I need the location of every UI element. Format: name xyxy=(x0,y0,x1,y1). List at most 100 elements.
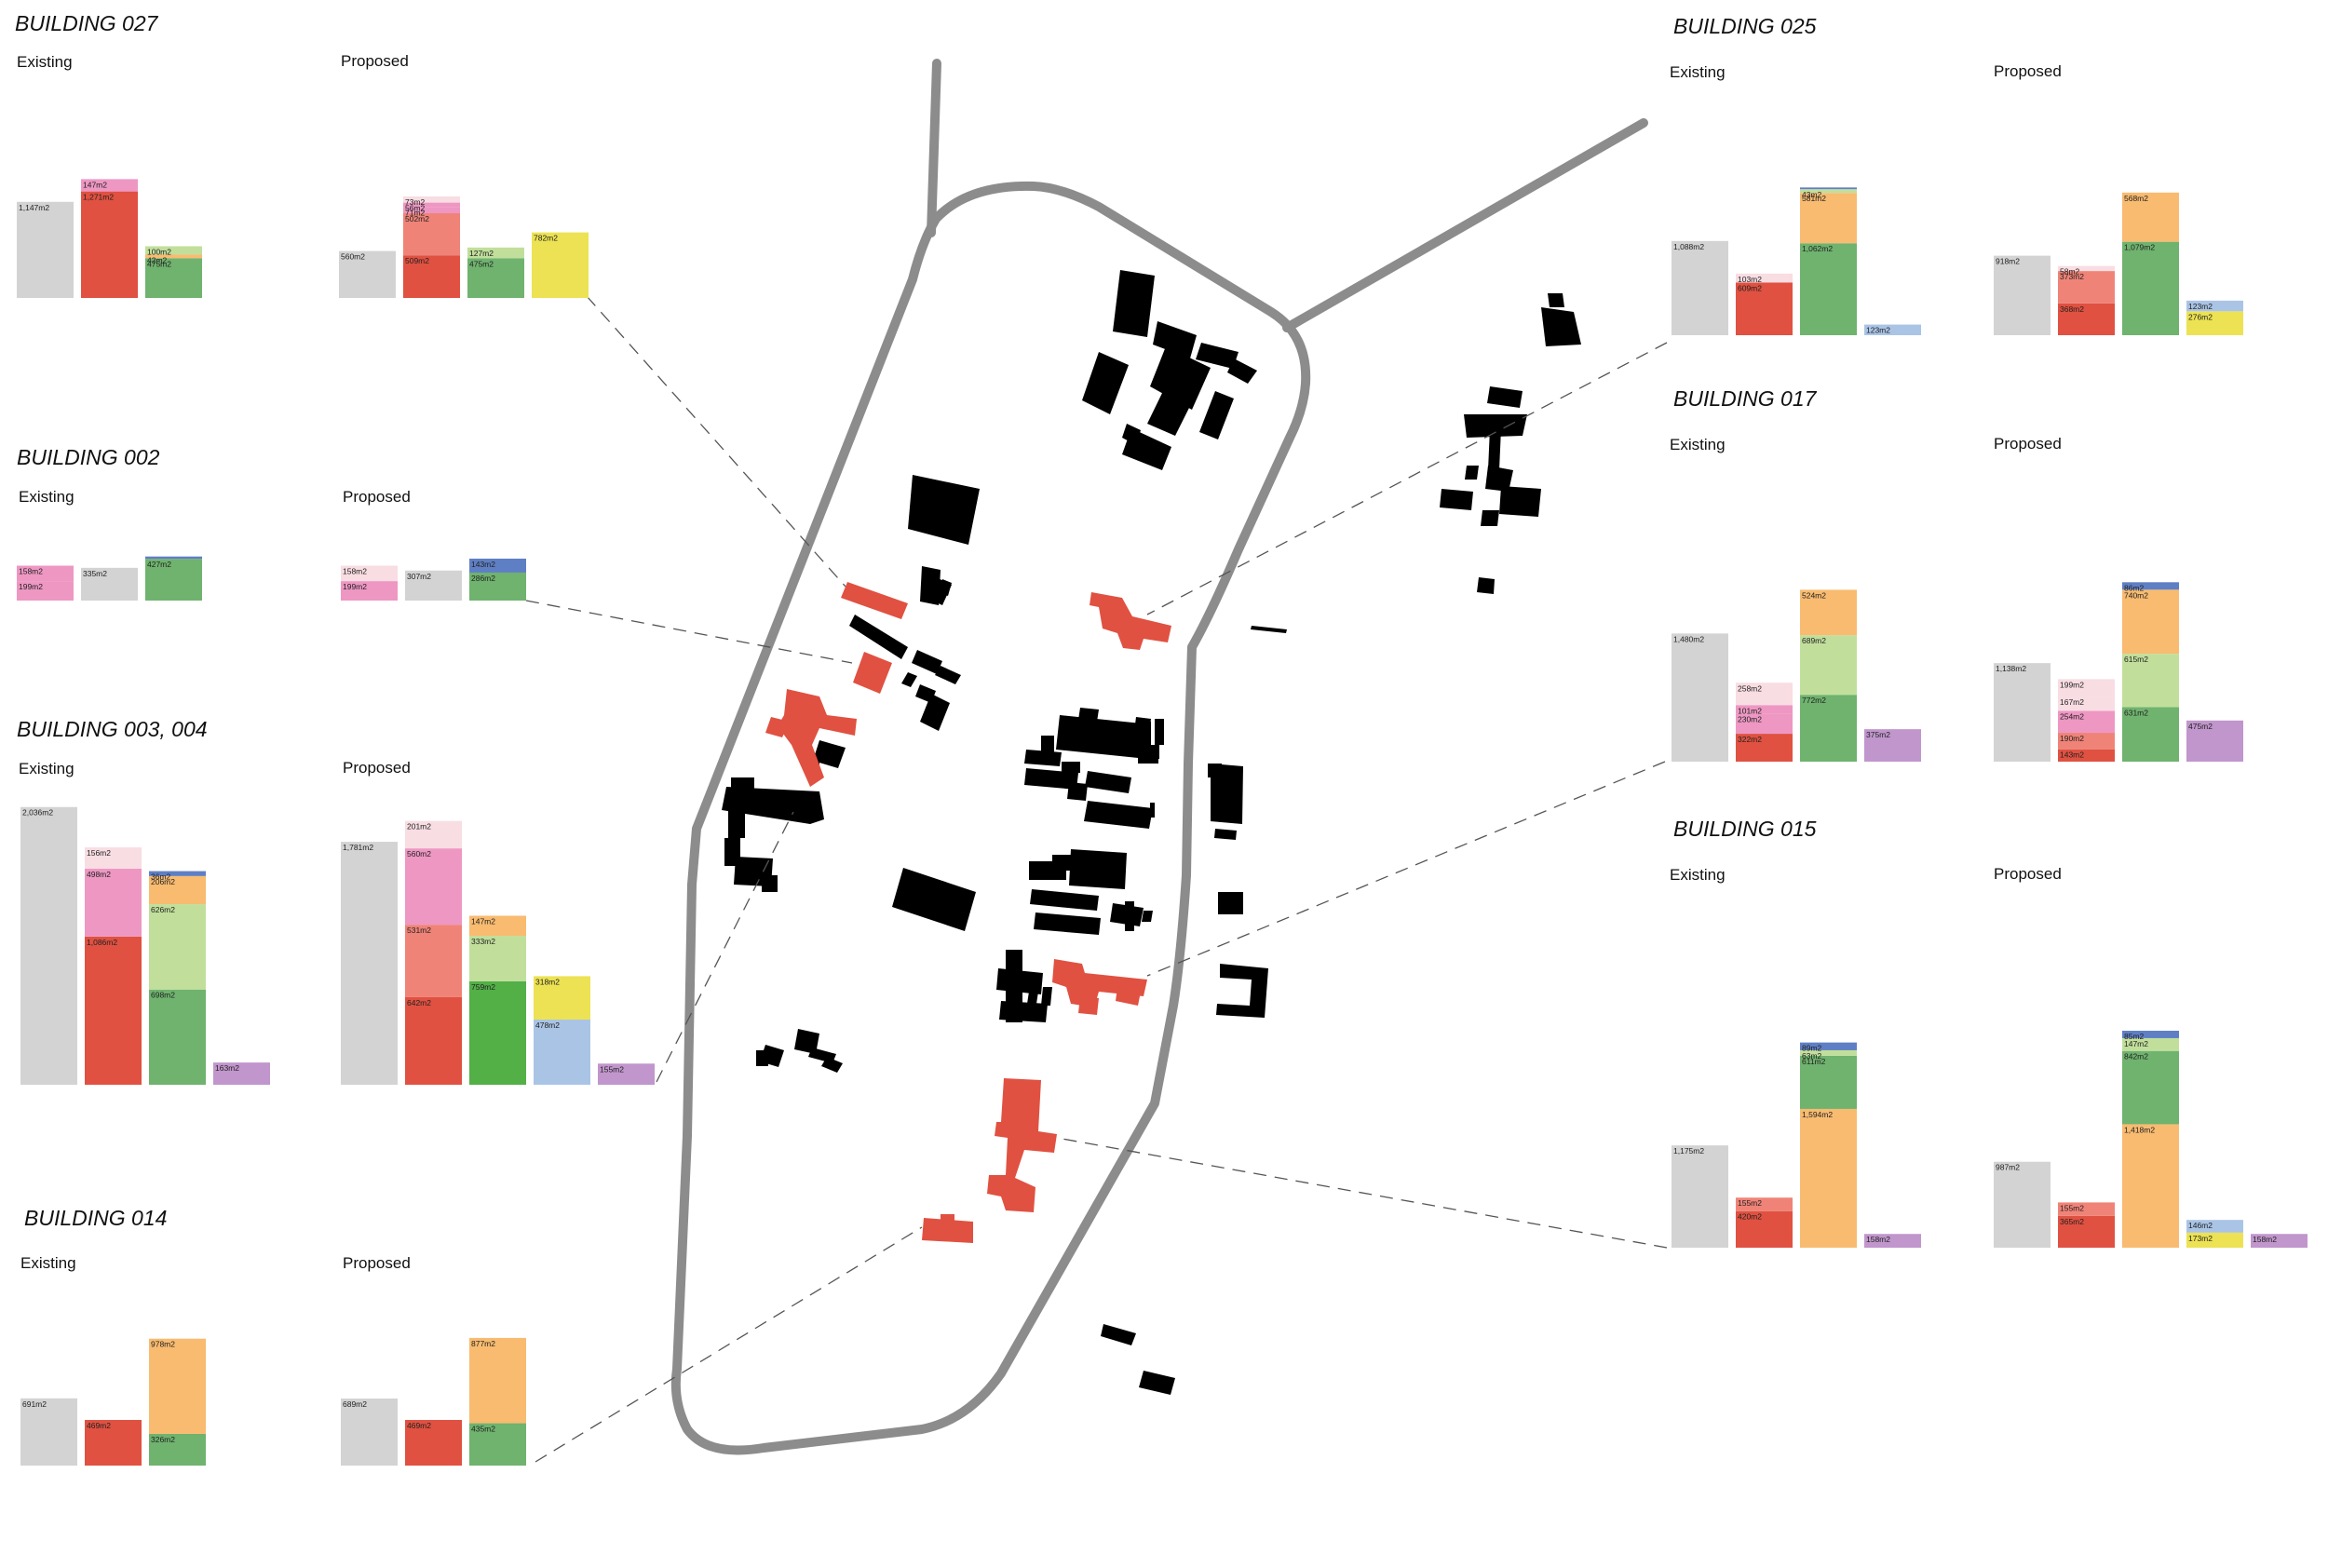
building-footprint xyxy=(1208,764,1222,777)
leader-building-002 xyxy=(525,600,853,664)
building-footprint xyxy=(821,1057,843,1073)
building-footprint xyxy=(908,475,980,545)
bar-value-label: 201m2 xyxy=(407,822,431,831)
building-footprint xyxy=(1196,343,1238,369)
bar-value-label: 89m2 xyxy=(1802,1044,1822,1053)
bar-segment xyxy=(2058,271,2115,304)
bar-segment xyxy=(469,980,526,1085)
bar-value-label: 373m2 xyxy=(2060,272,2084,281)
panel-label-proposed: Proposed xyxy=(341,52,409,70)
chart-title: BUILDING 002 xyxy=(17,445,160,469)
building-footprint xyxy=(813,740,846,768)
building-footprint xyxy=(1101,1324,1136,1345)
building-footprint xyxy=(939,579,952,596)
panel-proposed-bars: 689m2 469m2 435m2 877m2 xyxy=(341,1337,526,1466)
building-footprint xyxy=(1113,270,1155,337)
bar-value-label: 100m2 xyxy=(147,247,171,256)
bar-value-label: 206m2 xyxy=(151,877,175,886)
bar-value-label: 85m2 xyxy=(2124,1032,2145,1041)
bar-value-label: 143m2 xyxy=(2060,750,2084,760)
bar-value-label: 190m2 xyxy=(2060,734,2084,743)
bar-value-label: 568m2 xyxy=(2124,194,2148,203)
bar-value-label: 609m2 xyxy=(1738,283,1762,292)
bar-segment xyxy=(20,1398,77,1466)
building-footprint xyxy=(1499,486,1541,517)
bar-segment xyxy=(145,559,202,601)
road-network xyxy=(670,59,1648,1455)
building-footprint xyxy=(1153,321,1197,358)
building-footprint xyxy=(935,666,961,684)
building-footprint xyxy=(912,650,942,674)
bar-value-label: 531m2 xyxy=(407,926,431,935)
bar-segment xyxy=(2058,1215,2115,1248)
bar-value-label: 498m2 xyxy=(87,870,111,879)
bar-segment xyxy=(145,246,202,255)
building-footprint xyxy=(920,694,950,731)
panel-proposed-bars: 1,781m2 642m2 531m2 560m2 201m2 759m2 333m2 147… xyxy=(341,820,655,1085)
building-footprint xyxy=(996,968,1043,994)
bar-segment xyxy=(2186,1220,2243,1233)
bar-value-label: 158m2 xyxy=(343,567,367,576)
highlight-building-014 xyxy=(922,1218,973,1243)
bar-value-label: 1,079m2 xyxy=(2124,243,2155,252)
highlight-building-017-wing xyxy=(1078,996,1099,1015)
bar-segment xyxy=(149,1433,206,1466)
bar-segment xyxy=(2122,1124,2179,1248)
bar-value-label: 163m2 xyxy=(215,1063,239,1073)
building-footprint xyxy=(1024,768,1078,790)
bar-segment xyxy=(341,1398,398,1466)
highlight-building-015 xyxy=(987,1078,1057,1212)
panel-label-existing: Existing xyxy=(1670,866,1726,884)
bar-value-label: 469m2 xyxy=(407,1421,431,1430)
bar-segment xyxy=(1800,193,1857,244)
panel-label-proposed: Proposed xyxy=(1994,865,2062,883)
bar-value-label: 987m2 xyxy=(1996,1163,2020,1172)
bar-segment xyxy=(1800,695,1857,762)
building-footprint xyxy=(1477,577,1495,594)
highlight-building-014-wing xyxy=(941,1214,954,1222)
bar-segment xyxy=(2058,679,2115,696)
chart-title: BUILDING 015 xyxy=(1673,817,1817,841)
bar-segment xyxy=(469,936,526,981)
bar-value-label: 71m2 xyxy=(405,209,426,218)
bar-value-label: 978m2 xyxy=(151,1340,175,1349)
site-map xyxy=(670,59,1648,1455)
bar-segment xyxy=(1736,1197,1793,1211)
building-footprint xyxy=(1056,715,1151,759)
bar-value-label: 626m2 xyxy=(151,905,175,914)
bar-value-label: 611m2 xyxy=(1802,1057,1826,1066)
bar-segment xyxy=(403,196,460,203)
chart-title: BUILDING 014 xyxy=(24,1206,167,1230)
building-footprint xyxy=(1465,466,1479,480)
building-footprint xyxy=(892,868,976,931)
building-footprint xyxy=(1041,736,1054,752)
existing-buildings xyxy=(722,270,1581,1073)
building-footprint xyxy=(1251,626,1287,633)
bar-segment xyxy=(1672,1145,1728,1248)
building-footprint xyxy=(756,1050,768,1066)
bar-value-label: 147m2 xyxy=(471,916,495,926)
bar-segment xyxy=(1736,705,1793,714)
bar-segment xyxy=(1736,273,1793,283)
bar-value-label: 73m2 xyxy=(405,197,426,207)
bar-segment xyxy=(467,258,524,298)
bar-value-label: 86m2 xyxy=(2124,583,2145,592)
bar-value-label: 147m2 xyxy=(83,180,107,189)
bar-segment xyxy=(85,936,142,1085)
bar-segment xyxy=(1736,1210,1793,1248)
bar-segment xyxy=(149,989,206,1085)
bar-segment xyxy=(145,258,202,298)
bar-value-label: 146m2 xyxy=(2188,1221,2213,1230)
bar-segment xyxy=(85,868,142,937)
bar-segment xyxy=(149,1338,206,1434)
building-footprint xyxy=(1147,389,1192,436)
bar-value-label: 123m2 xyxy=(1866,326,1890,335)
bar-segment xyxy=(2122,1037,2179,1051)
bar-value-label: 475m2 xyxy=(2188,722,2213,731)
bar-value-label: 560m2 xyxy=(407,849,431,858)
chart-building-003-004: BUILDING 003, 004 Existing Proposed 2,03… xyxy=(17,717,655,1085)
chart-building-014: BUILDING 014 Existing Proposed 691m2 469m… xyxy=(20,1206,526,1466)
bar-value-label: 642m2 xyxy=(407,998,431,1007)
